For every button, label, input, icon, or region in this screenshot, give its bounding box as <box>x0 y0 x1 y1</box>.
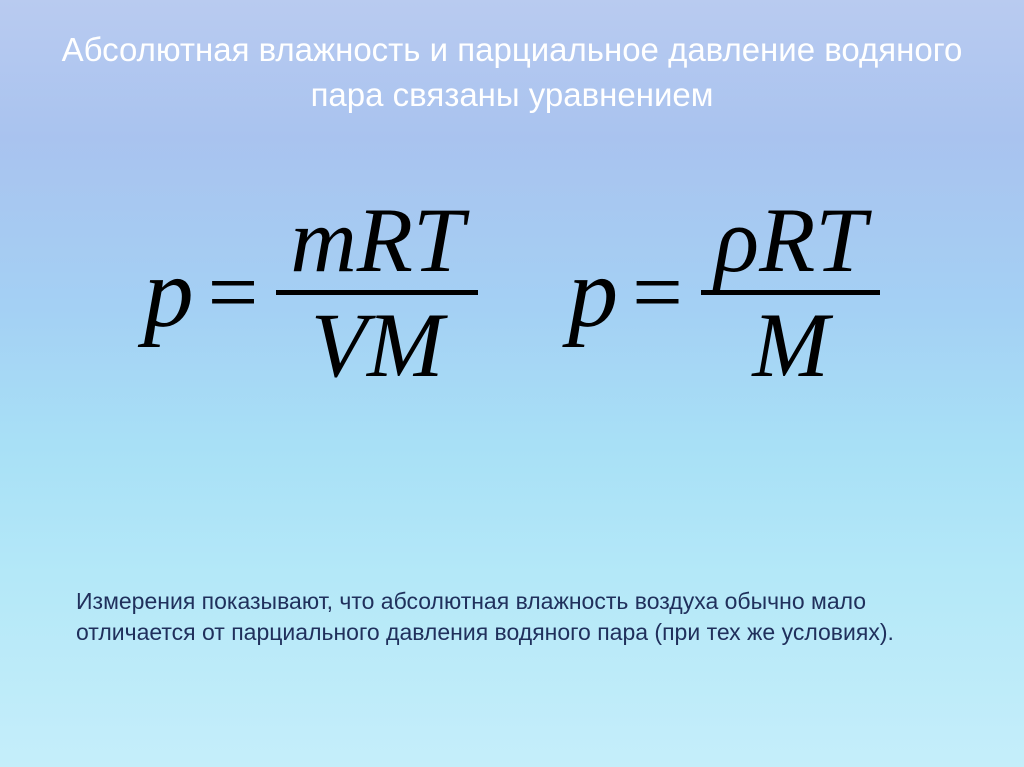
formula-2-numerator: ρRT <box>701 190 881 290</box>
formula-row: p = mRT VM p = ρRT M <box>0 190 1024 395</box>
formula-2-fraction: ρRT M <box>701 190 881 395</box>
formula-2-lhs: p <box>568 243 618 343</box>
slide-title: Абсолютная влажность и парциальное давле… <box>0 28 1024 117</box>
formula-1: p = mRT VM <box>144 190 479 395</box>
formula-2-denominator: M <box>738 295 843 395</box>
formula-2-eq: = <box>632 248 683 338</box>
slide-footnote: Измерения показывают, что абсолютная вла… <box>76 586 964 648</box>
formula-1-numerator: mRT <box>276 190 478 290</box>
formula-1-eq: = <box>208 248 259 338</box>
formula-1-fraction: mRT VM <box>276 190 478 395</box>
formula-1-lhs: p <box>144 243 194 343</box>
formula-2: p = ρRT M <box>568 190 880 395</box>
formula-1-denominator: VM <box>297 295 458 395</box>
